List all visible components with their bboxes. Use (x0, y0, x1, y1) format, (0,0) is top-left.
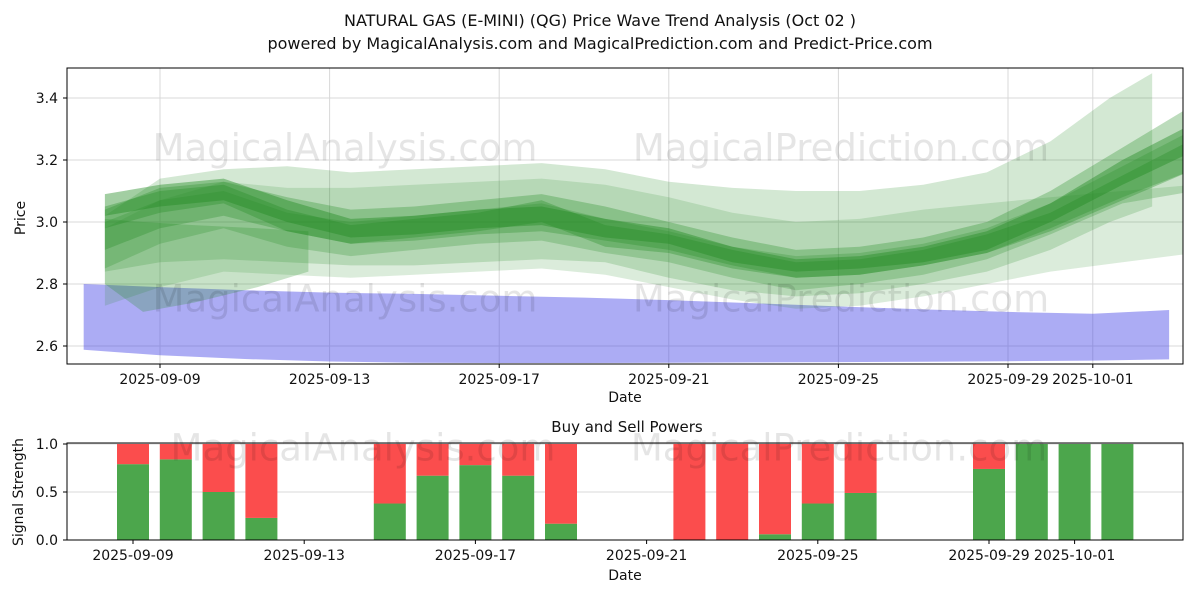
y-tick-label: 1.0 (36, 437, 58, 453)
watermark-text: MagicalPrediction.com (631, 427, 1047, 470)
buy-bar (759, 534, 791, 540)
watermark-text: MagicalPrediction.com (633, 278, 1049, 321)
buy-bar (844, 492, 877, 540)
buy-bar (1015, 444, 1048, 540)
sell-bar (245, 444, 278, 518)
sell-bar (844, 444, 877, 493)
sell-bar (716, 444, 749, 540)
price-axis-label: Price (13, 200, 29, 236)
x-tick-label: 2025-10-01 (1034, 548, 1115, 564)
buy-bar (801, 503, 834, 540)
power-xaxis-label: Date (608, 568, 642, 584)
buy-bar (545, 523, 577, 540)
sell-bar (416, 444, 449, 476)
wave-band-light-outer (104, 178, 1183, 309)
y-tick-label: 3.4 (36, 91, 58, 107)
buy-bar (117, 464, 149, 540)
sell-bar (545, 444, 577, 524)
x-tick-label: 2025-09-29 (948, 548, 1029, 564)
sell-bar (502, 444, 535, 476)
figure-subtitle: powered by MagicalAnalysis.com and Magic… (267, 34, 933, 53)
watermark-text: MagicalPrediction.com (633, 127, 1049, 170)
buy-bar (1058, 444, 1091, 540)
power-chart-title: Buy and Sell Powers (551, 418, 703, 436)
figure-title: NATURAL GAS (E-MINI) (QG) Price Wave Tre… (343, 11, 857, 30)
x-tick-label: 2025-09-13 (264, 548, 345, 564)
x-tick-label: 2025-09-25 (798, 372, 879, 388)
price-grid (67, 68, 1183, 364)
wave-band-light-upper (104, 73, 1153, 297)
wave-band-mid-2 (104, 134, 1183, 291)
watermark-text: MagicalAnalysis.com (171, 427, 556, 470)
x-tick-label: 2025-09-21 (606, 548, 687, 564)
y-tick-label: 0.0 (36, 533, 58, 549)
price-ticks: 2025-09-09 2025-09-13 2025-09-17 2025-09-21… (36, 91, 1134, 388)
title-block: NATURAL GAS (E-MINI) (QG) Price Wave Tre… (0, 9, 1200, 55)
buy-bar (202, 492, 235, 540)
x-tick-label: 2025-09-29 (967, 372, 1048, 388)
x-tick-label: 2025-10-01 (1052, 372, 1133, 388)
sell-bar (801, 444, 834, 504)
watermarks: MagicalAnalysis.com MagicalPrediction.com… (153, 127, 1050, 470)
x-tick-label: 2025-09-17 (459, 372, 540, 388)
buy-bar (416, 475, 449, 540)
support-band-blue (83, 284, 1170, 364)
sell-bar (159, 444, 192, 460)
x-tick-label: 2025-09-09 (119, 372, 200, 388)
watermark-text: MagicalAnalysis.com (153, 127, 538, 170)
price-bands (83, 73, 1183, 364)
x-tick-label: 2025-09-21 (628, 372, 709, 388)
power-ticks: 2025-09-09 2025-09-13 2025-09-17 2025-09-21… (36, 437, 1116, 564)
sell-bar (759, 444, 791, 535)
sell-bar (117, 444, 149, 465)
wave-band-mid-1 (104, 111, 1183, 278)
price-plot-border (66, 67, 1184, 365)
wave-band-dark-1 (104, 128, 1183, 272)
power-bars (117, 444, 1134, 540)
buy-bar (245, 517, 278, 540)
buy-bar (373, 503, 406, 540)
y-tick-label: 3.0 (36, 215, 58, 231)
x-tick-label: 2025-09-25 (777, 548, 858, 564)
x-tick-label: 2025-09-17 (435, 548, 516, 564)
buy-bar (1101, 444, 1134, 540)
sell-bar (459, 444, 492, 466)
x-tick-label: 2025-09-13 (289, 372, 370, 388)
buy-bar (459, 465, 492, 540)
buy-bar (973, 468, 1005, 540)
sell-bar (202, 444, 235, 492)
x-tick-label: 2025-09-09 (92, 548, 173, 564)
y-tick-label: 0.5 (36, 485, 58, 501)
y-tick-label: 2.8 (36, 277, 58, 293)
wave-band-left-wedge (104, 218, 309, 312)
sell-bar (973, 444, 1005, 469)
buy-bar (502, 475, 535, 540)
y-tick-label: 3.2 (36, 153, 58, 169)
watermark-text: MagicalAnalysis.com (153, 278, 538, 321)
signal-strength-axis-label: Signal Strength (11, 437, 27, 547)
sell-bar (373, 444, 406, 504)
buy-bar (159, 459, 192, 540)
sell-bar (673, 444, 706, 540)
y-tick-label: 2.6 (36, 339, 58, 355)
price-xaxis-label: Date (608, 390, 642, 406)
